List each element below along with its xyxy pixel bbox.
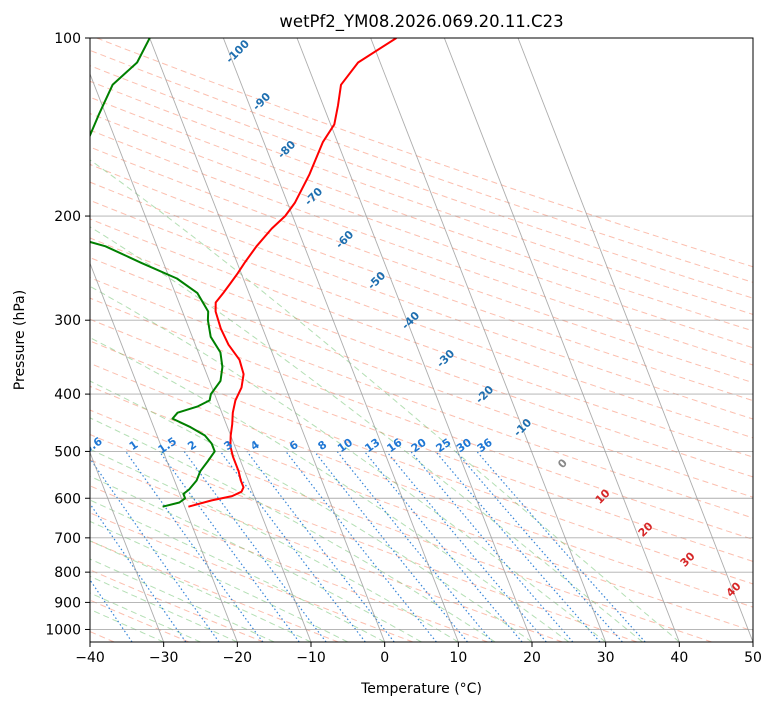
moist-adiabat-line [90,226,643,642]
moist-adiabat-line [90,499,385,642]
dry-adiabat-line [90,181,753,420]
y-tick-label: 300 [54,313,81,329]
dry-adiabat-line [90,257,753,498]
dry-adiabats [90,38,753,642]
x-tick-label: 20 [523,650,541,666]
dry-adiabat-line [90,80,753,315]
isotherm-line [90,72,312,642]
sounding-series [90,38,397,508]
mixing-ratio-lines [90,451,646,642]
moist-adiabat-line [90,159,680,642]
plot-area [90,38,753,642]
isotherm-line [222,38,459,642]
y-tick-label: 100 [54,31,81,47]
y-tick-label: 1000 [45,622,81,638]
isotherm-line [443,38,680,642]
mixing-ratio-line [476,451,646,642]
y-tick-label: 800 [54,565,81,581]
y-tick-label: 600 [54,491,81,507]
dry-adiabat-line [90,112,753,349]
dry-adiabat-line [90,96,753,332]
x-tick-label: 50 [744,650,762,666]
moist-adiabat-line [90,380,533,642]
dewpoint-profile-line [90,38,224,508]
moist-adiabat-line [90,592,201,642]
x-tick-label: −40 [75,650,105,666]
plot-content: 0.10.20.40.611.52346810131620253036-100-… [90,38,753,642]
x-axis-ticks: −40 −30 −20 −10 0 10 20 30 40 50 [75,642,762,666]
temperature-profile-line [188,38,397,508]
dry-adiabat-line [90,318,753,562]
mixing-ratio-line [386,451,547,642]
isotherm-line [90,451,165,642]
x-tick-label: 40 [670,650,688,666]
x-tick-label: 10 [449,650,467,666]
isotherms [90,38,753,642]
y-tick-label: 500 [54,444,81,460]
x-tick-label: 0 [380,650,389,666]
y-axis-ticks: 100 200 300 400 500 600 700 800 900 1000 [45,31,90,638]
isotherm-line [296,38,533,642]
plot-frame [89,37,754,643]
dry-adiabat-line [90,512,414,642]
y-tick-label: 400 [54,387,81,403]
dry-adiabat-line [90,163,753,402]
mixing-ratio-line [90,502,187,642]
mixing-ratio-line [313,451,468,642]
y-tick-label: 700 [54,531,81,547]
y-axis-label: Pressure (hPa) [12,290,28,390]
chart-title: wetPf2_YM08.2026.069.20.11.C23 [279,12,563,32]
moist-adiabat-line [90,475,422,642]
mixing-ratio-line [410,451,574,642]
mixing-ratio-line [90,457,220,642]
y-tick-label: 200 [54,209,81,225]
dry-adiabat-line [90,297,753,540]
pressure-gridlines [90,38,753,630]
x-tick-label: −10 [296,650,326,666]
isotherm-line [517,38,753,642]
mixing-ratio-line [285,451,437,642]
mixing-ratio-line [336,451,493,642]
moist-adiabat-line [90,575,238,642]
moist-adiabat-line [90,520,349,642]
mixing-ratio-line [363,451,523,642]
dry-adiabat-line [90,237,753,478]
x-axis-label: Temperature (°C) [360,681,482,697]
dry-adiabat-line [90,277,753,519]
mixing-ratio-line [219,451,366,642]
x-tick-label: 30 [597,650,615,666]
y-tick-label: 900 [54,595,81,611]
dry-adiabat-line [90,146,753,384]
x-tick-label: −30 [149,650,179,666]
dry-adiabat-line [90,385,753,632]
dry-adiabat-line [90,199,753,439]
x-tick-label: −20 [223,650,253,666]
isotherm-line [149,38,386,642]
moist-adiabat-line [90,448,459,642]
moist-adiabat-line [90,558,275,642]
moist-adiabat-line [90,337,570,642]
dry-adiabat-line [90,129,753,366]
moist-adiabats [90,159,680,642]
isotherm-line [370,38,607,642]
dry-adiabat-line [90,65,753,299]
dry-adiabat-line [90,409,712,642]
mixing-ratio-line [158,451,300,642]
isotherm-line [90,262,238,642]
mixing-ratio-line [246,451,395,642]
dry-adiabat-line [90,218,753,458]
